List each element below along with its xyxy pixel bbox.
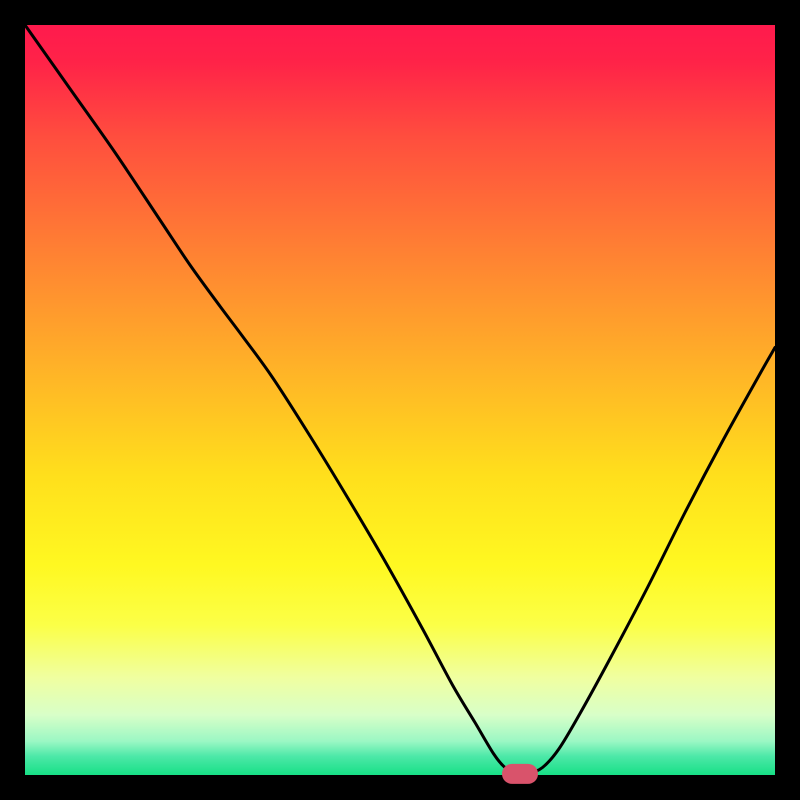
optimal-marker — [502, 764, 538, 784]
watermark-text: TheBottleneck.com — [563, 2, 784, 30]
plot-gradient — [25, 25, 775, 775]
bottleneck-chart: TheBottleneck.com — [0, 0, 800, 800]
chart-svg — [0, 0, 800, 800]
